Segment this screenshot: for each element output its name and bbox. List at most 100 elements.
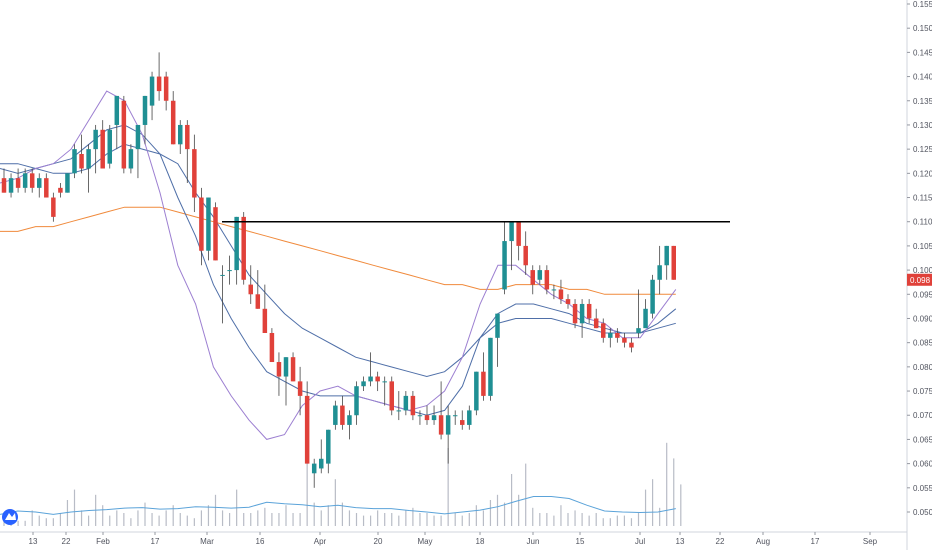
candle-body [657,265,662,280]
volume-bar [285,505,287,526]
ma-fast-line [0,90,677,440]
last-price-badge-bg [907,273,932,286]
candle-body [650,279,655,314]
volume-bar [334,479,336,526]
volume-bar [250,513,252,526]
candle-body [481,371,486,396]
price-tick-label: 0.105 [913,242,932,251]
price-tick-label: 0.060 [913,460,932,469]
candle-body [255,294,261,309]
time-tick-label: 22 [62,537,71,546]
candle-body [516,221,521,246]
candle-body [467,410,472,425]
volume-bar [496,494,499,526]
candle-body [163,76,169,101]
candle-body [671,245,676,280]
volume-bar [602,518,604,526]
price-axis[interactable]: 0.155 0.150 0.145 0.140 0.135 0.130 0.125 0.120… [906,0,932,550]
price-tick-label: 0.130 [913,121,932,130]
candle-body [227,270,232,272]
volume-bar [398,515,400,526]
volume-bar [567,513,569,526]
volume-bar [292,513,294,526]
volume-bar [66,500,69,526]
volume-bar [73,489,76,526]
volume-bar [179,513,181,526]
candle-body [44,178,49,198]
price-tick-label: 0.055 [913,484,932,493]
volume-bar [109,515,111,526]
volume-bar [24,520,26,526]
candle-body [382,381,387,383]
candle-body [375,376,380,382]
candle-body [114,95,120,125]
candle-body [213,207,218,261]
candle-body [1,178,7,193]
candle-body [297,381,303,396]
candle-body [72,149,77,174]
candle-body [290,357,296,382]
candle-body [354,386,359,416]
candle-body [368,376,373,382]
volume-bar [172,505,174,526]
time-tick-label: Feb [96,537,110,546]
candle-body [276,362,282,377]
volume-bar [137,510,139,526]
candle-body [474,371,479,411]
volume-bar [158,515,160,526]
volume-bar [299,513,301,526]
volume-bar [221,510,224,526]
volume-bar [546,513,548,526]
candle-body [537,270,543,280]
volume-bar [151,513,153,526]
tradingview-logo-icon[interactable] [2,509,18,525]
price-tick-label: 0.070 [913,411,932,420]
price-tick-label: 0.150 [913,24,932,33]
volume-bar [200,510,202,526]
volume-bar [193,518,195,526]
candle-body [269,332,275,363]
candle-body [234,216,239,271]
candle-body [58,187,63,193]
logo-mark [5,513,16,520]
time-tick-label: Jul [635,537,645,546]
volume-bar [623,515,625,526]
volume-bar [680,484,682,526]
volume-bar [581,513,583,526]
price-tick-label: 0.100 [913,266,932,275]
volume-bar [341,502,343,526]
volume-bar [454,513,456,526]
volume-bar [17,520,19,526]
volume-bar [511,474,513,526]
volume-bar [52,518,54,526]
volume-bar [659,507,661,526]
candle-body [22,173,28,188]
candle-body [311,463,317,474]
candle-body [128,149,134,169]
time-tick-label: May [417,537,432,546]
candle-body [93,129,98,150]
candle-body [199,197,204,251]
last-price-value: 0.098 [910,276,931,285]
candle-body [445,415,451,435]
candle-body [142,95,148,125]
time-axis[interactable]: 13 22 Feb 17 Mar 16 Apr 20 May 18 Jun 15 Jul 13 22 Aug 1… [0,531,907,546]
candle-body [495,313,500,338]
time-tick-label: 13 [29,537,38,546]
price-tick-label: 0.065 [913,435,932,444]
candle-body [304,395,310,464]
volume-bar [468,513,470,526]
candle-body [15,178,21,188]
price-tick-label: 0.125 [913,145,932,154]
volume-bar [278,513,280,526]
price-tick-label: 0.145 [913,48,932,57]
candle-body [622,337,627,343]
candle-body [79,153,84,169]
volume-bar [652,479,654,526]
volume-bar [229,513,231,526]
candle-body [615,332,620,338]
candle-body [8,178,14,193]
candle-body [586,303,592,319]
